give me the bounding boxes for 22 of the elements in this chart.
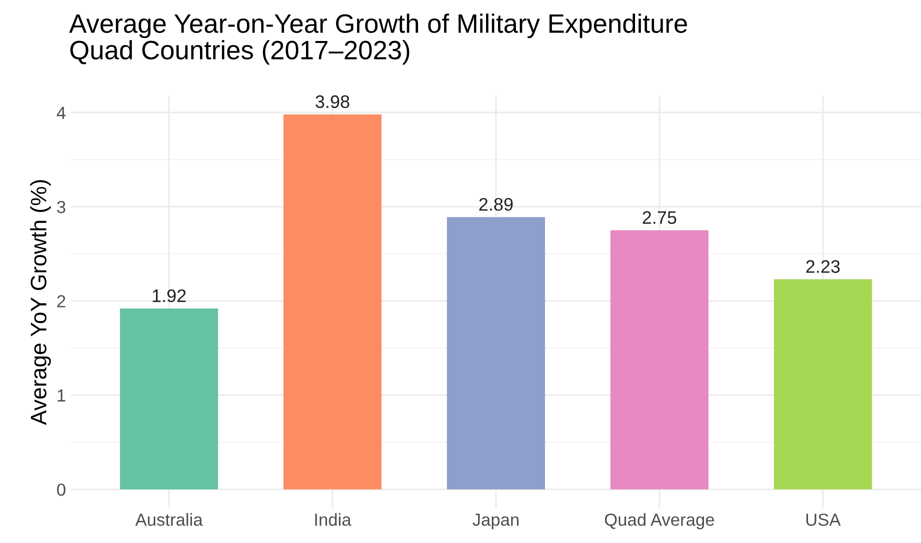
data-label: 1.92 [152, 289, 186, 302]
bar [120, 308, 218, 490]
x-tick-label: Quad Average [604, 513, 714, 530]
data-label: 2.75 [642, 211, 676, 224]
y-tick-label: 3 [57, 200, 66, 214]
y-axis-title: Average YoY Growth (%) [30, 180, 51, 425]
x-tick-label: Australia [135, 513, 203, 526]
x-tick-label: India [315, 513, 352, 526]
y-tick-label: 0 [57, 484, 66, 496]
y-tick-label: 4 [56, 106, 66, 119]
chart-title: Average Year-on-Year Growth of Military Expenditure Quad Countries (2017–2023) [69, 14, 687, 65]
x-tick-label: Japan [472, 514, 518, 530]
bar [446, 217, 545, 490]
data-label: 3.98 [316, 95, 350, 108]
bar [283, 114, 382, 490]
data-label: 2.23 [806, 260, 840, 273]
y-tick-label: 1 [58, 390, 66, 402]
bar [774, 279, 872, 490]
x-tick-label: USA [806, 514, 841, 526]
data-label: 2.89 [479, 198, 513, 211]
y-tick-label: 2 [57, 295, 66, 308]
bar [610, 230, 708, 490]
